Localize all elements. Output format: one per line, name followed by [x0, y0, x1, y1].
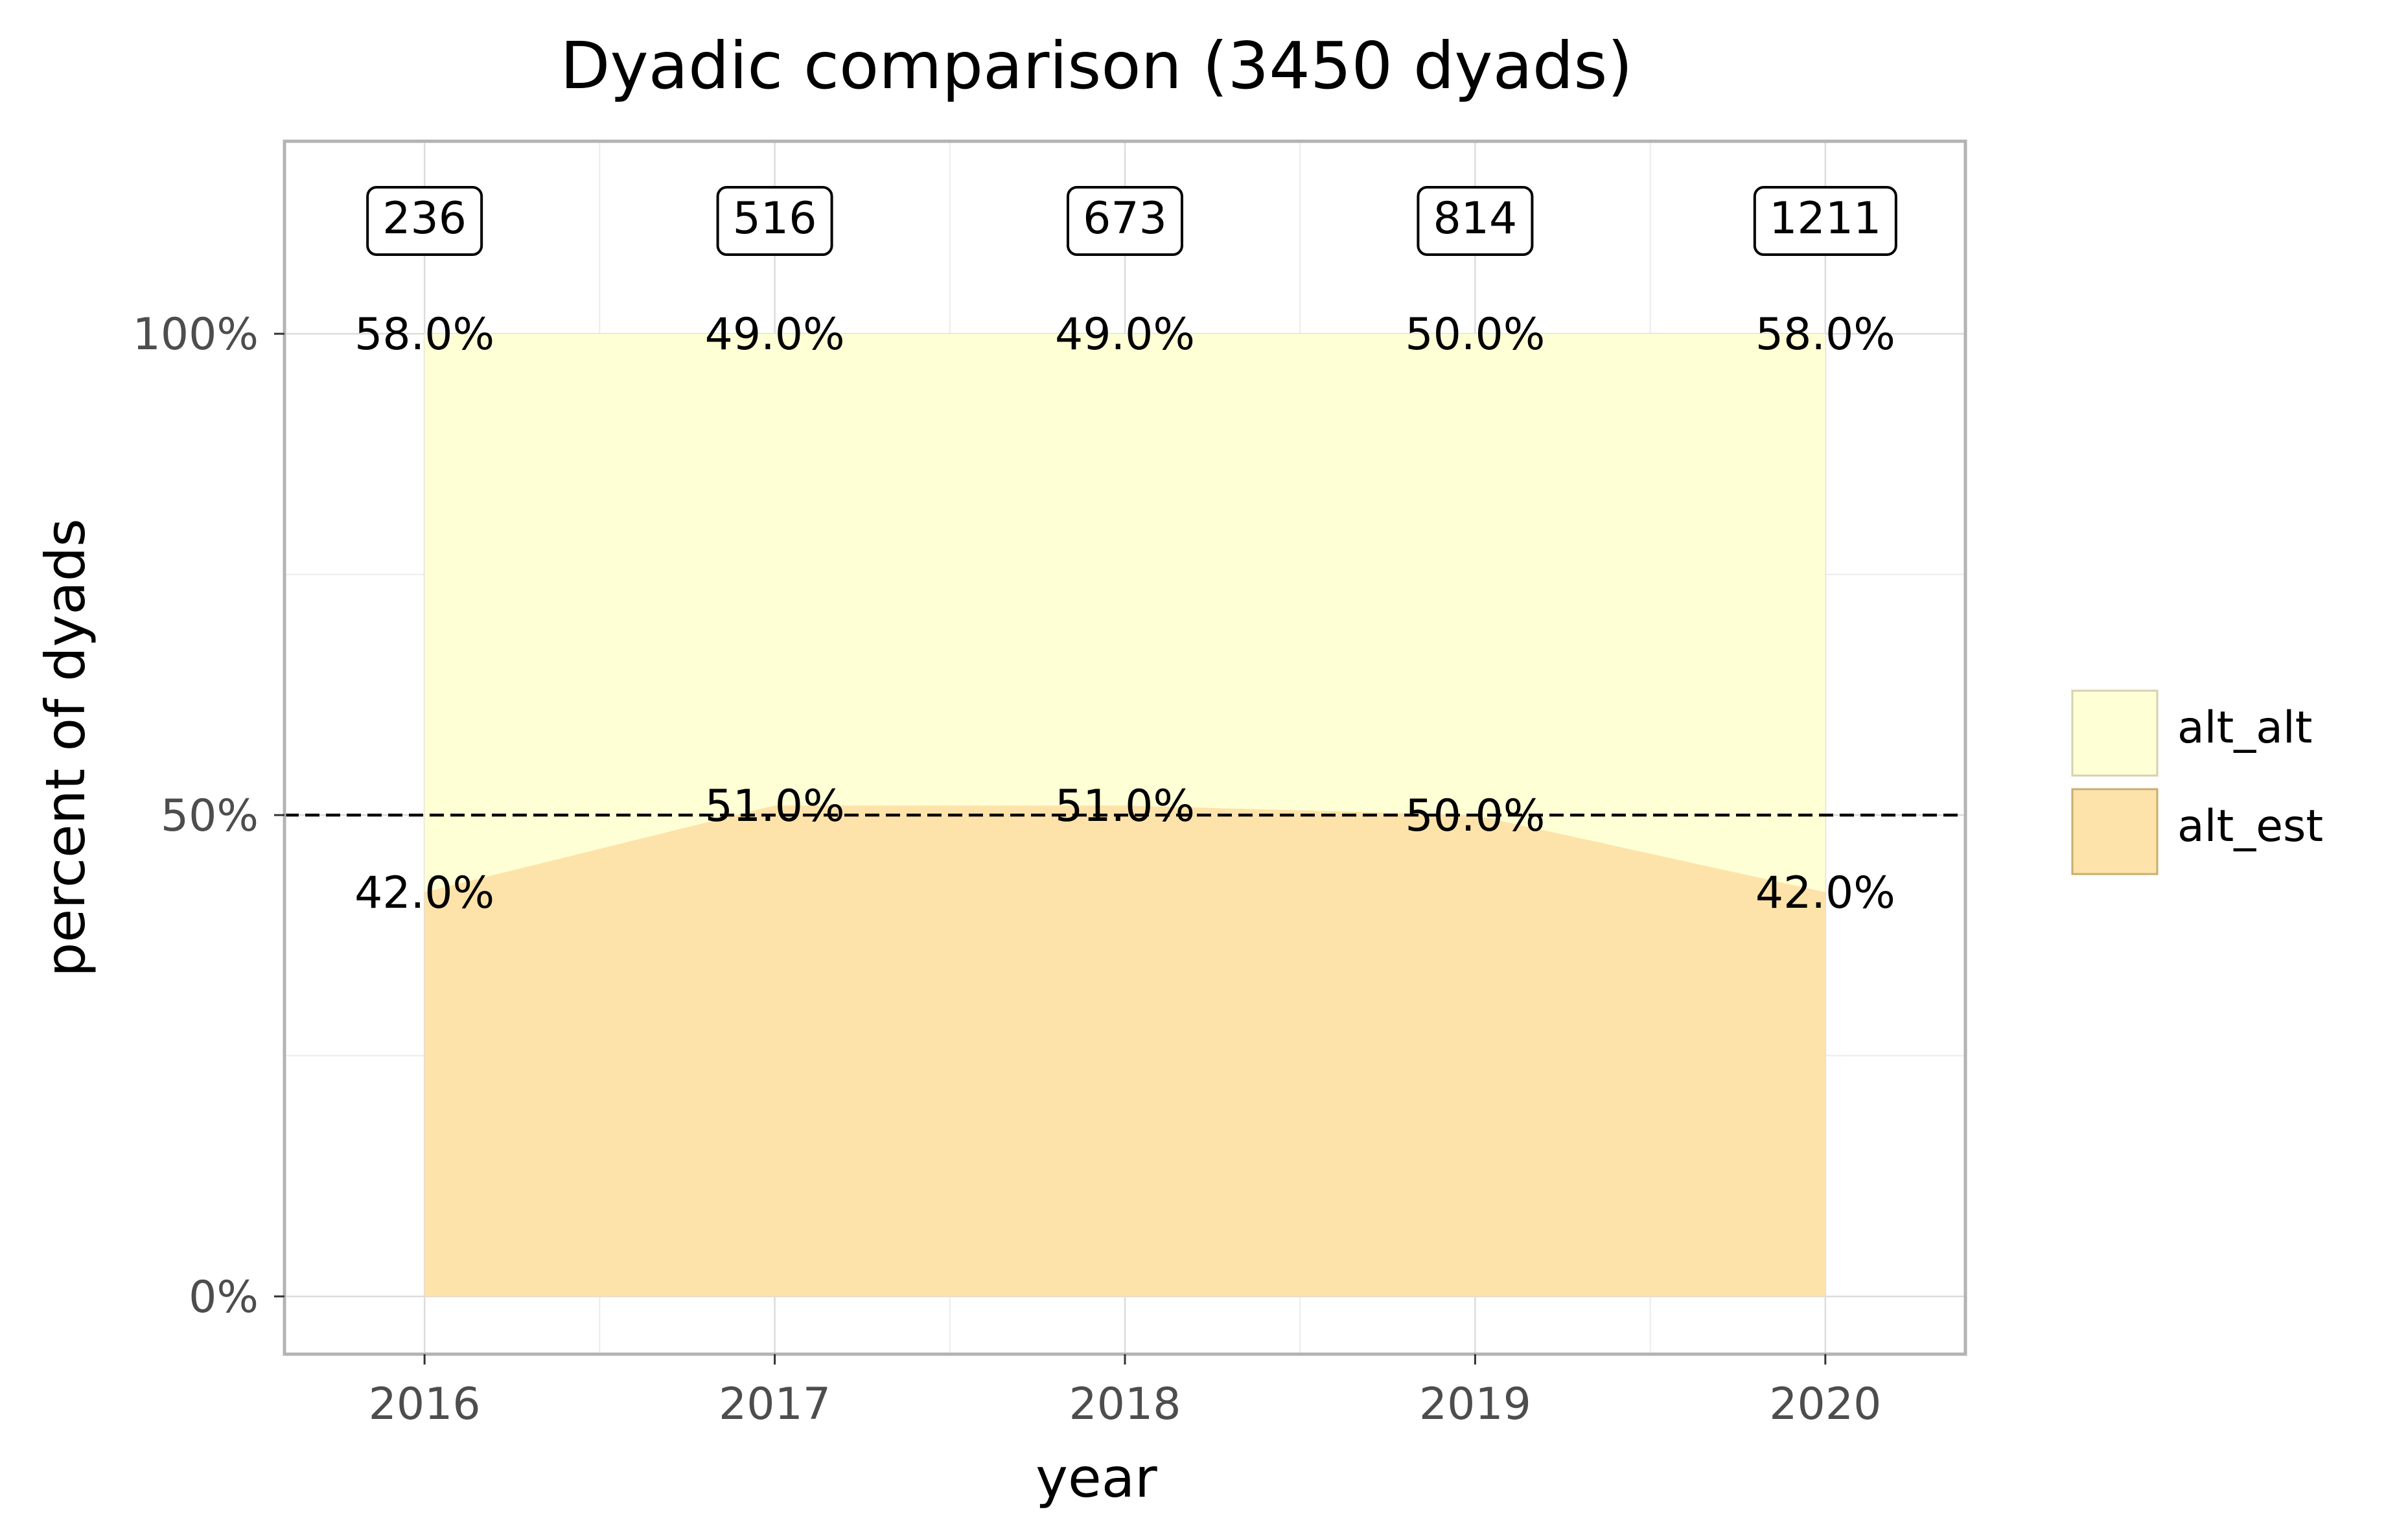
count-label: 236 — [382, 193, 467, 244]
area-layer — [424, 334, 1825, 1297]
data-label-layer: 42.0% 51.0% 51.0% 50.0% 42.0% 58.0% 49.0% 49.0%… — [354, 309, 1895, 919]
chart-title: Dyadic comparison (3450 dyads) — [561, 28, 1633, 104]
count-box — [716, 186, 833, 256]
count-label: 516 — [733, 193, 817, 244]
y-tick-label: 0% — [189, 1272, 259, 1323]
legend-label-alt-est: alt_est — [2177, 801, 2323, 852]
axis-layer: 2016 2017 2018 2019 2020 0% 50% 100% — [133, 309, 1882, 1430]
data-label-alt-alt: 58.0% — [354, 309, 494, 360]
data-label-alt-alt: 58.0% — [1755, 309, 1895, 360]
count-label: 673 — [1083, 193, 1167, 244]
legend-swatch-alt-alt — [2071, 689, 2159, 777]
x-axis-title: year — [1036, 1446, 1157, 1510]
x-tick-label: 2017 — [719, 1379, 831, 1430]
data-label-alt-alt: 50.0% — [1405, 309, 1545, 360]
legend-swatch-alt-est — [2071, 788, 2159, 875]
x-tick-label: 2020 — [1769, 1379, 1881, 1430]
x-tick-label: 2019 — [1419, 1379, 1531, 1430]
data-label-alt-est: 51.0% — [1055, 781, 1195, 832]
y-tick-label: 50% — [161, 790, 259, 842]
y-axis-title: percent of dyads — [34, 518, 97, 977]
data-label-alt-alt: 49.0% — [1055, 309, 1195, 360]
count-box — [1417, 186, 1534, 256]
area-alt-est — [424, 805, 1825, 1297]
y-tick-label: 100% — [133, 309, 259, 360]
data-label-alt-est: 51.0% — [705, 781, 845, 832]
count-label: 1211 — [1769, 193, 1881, 244]
x-tick-label: 2018 — [1069, 1379, 1181, 1430]
data-label-alt-alt: 49.0% — [705, 309, 845, 360]
x-tick-label: 2016 — [369, 1379, 481, 1430]
count-label-layer: 236 516 673 814 1211 — [366, 186, 1897, 256]
legend: alt_alt alt_est — [2071, 689, 2323, 875]
count-box — [1067, 186, 1183, 256]
count-box — [366, 186, 483, 256]
count-box — [1753, 186, 1897, 256]
count-label: 814 — [1433, 193, 1518, 244]
data-label-alt-est: 42.0% — [1755, 868, 1895, 919]
data-label-alt-est: 50.0% — [1405, 790, 1545, 842]
area-alt-alt — [424, 334, 1825, 892]
legend-label-alt-alt: alt_alt — [2177, 702, 2312, 754]
data-label-alt-est: 42.0% — [354, 868, 494, 919]
